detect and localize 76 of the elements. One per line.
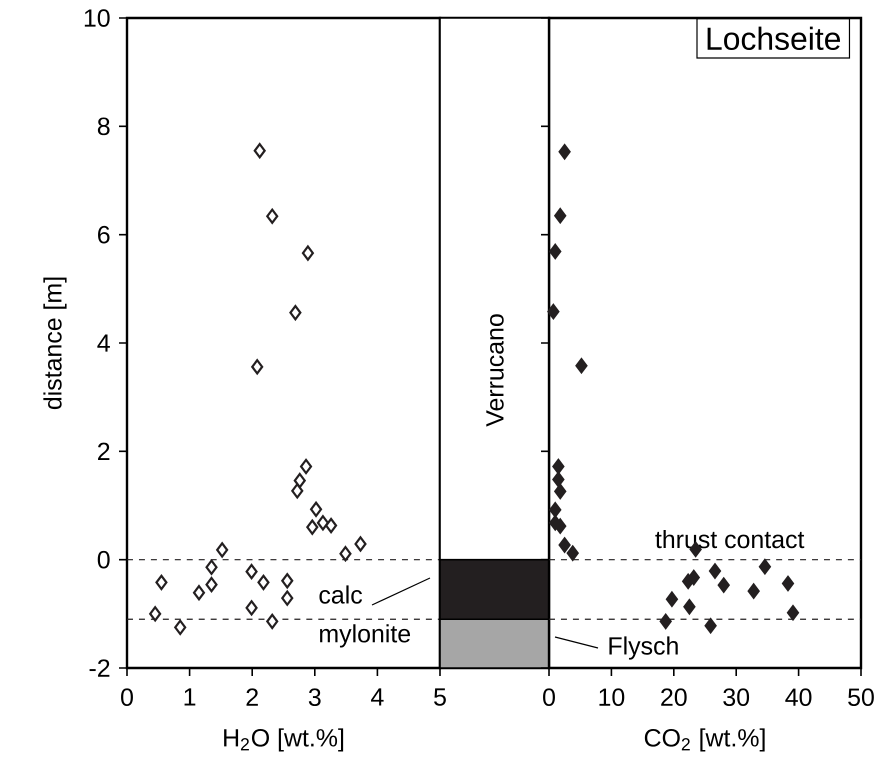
y-tick-label: 10 — [84, 9, 110, 27]
x-tick-label: 0 — [543, 688, 555, 706]
point — [552, 458, 564, 474]
x-tick-label: 50 — [848, 688, 874, 706]
point — [554, 208, 566, 224]
point — [289, 304, 302, 320]
point — [688, 570, 700, 586]
point — [339, 546, 352, 562]
point — [683, 599, 696, 614]
x-tick-label: 5 — [434, 688, 446, 706]
point — [666, 592, 678, 607]
point — [281, 590, 294, 606]
point — [660, 614, 672, 630]
point — [748, 583, 760, 599]
point — [310, 502, 322, 517]
y-axis-title: distance [m] — [43, 278, 67, 410]
point — [708, 563, 722, 579]
legend-label: Flysch — [609, 636, 678, 660]
point — [758, 559, 771, 574]
point — [246, 564, 258, 580]
x-tick-label: 2 — [246, 688, 258, 706]
point — [149, 606, 162, 622]
point — [192, 585, 206, 600]
ref-line-label: thrust contact — [655, 530, 804, 548]
point — [155, 574, 168, 590]
point — [266, 614, 278, 630]
point — [251, 359, 264, 375]
y-tick-label: 4 — [97, 334, 110, 352]
point — [782, 576, 794, 592]
point — [216, 542, 228, 558]
x-tick-label: 1 — [184, 688, 196, 706]
point — [558, 144, 571, 160]
x-tick-label: 4 — [371, 688, 384, 706]
y-tick-label: 0 — [98, 550, 110, 568]
point — [174, 620, 186, 636]
point — [554, 484, 566, 500]
y-tick-label: -2 — [90, 659, 110, 677]
point — [718, 577, 730, 593]
point — [306, 519, 318, 535]
point — [547, 304, 560, 320]
point — [325, 518, 338, 534]
point — [549, 244, 562, 260]
x-tick-label: 0 — [121, 688, 133, 706]
x-tick-label: 20 — [661, 688, 687, 706]
series-label: calc mylonite — [319, 585, 410, 648]
point — [281, 573, 294, 588]
x-tick-label: 10 — [599, 688, 624, 706]
point — [254, 143, 266, 158]
x-axis-title: CO$_{2}$ [wt.%] — [644, 728, 765, 752]
x-axis-title: H$_{2}$O [wt.%] — [224, 728, 344, 752]
x-tick-label: 3 — [308, 688, 321, 706]
point — [300, 458, 312, 474]
series-label: Verrucano — [486, 314, 504, 427]
y-tick-label: 6 — [98, 226, 110, 244]
point — [566, 545, 579, 561]
point — [354, 536, 367, 552]
point — [575, 358, 588, 374]
point — [294, 472, 306, 488]
point — [205, 560, 218, 575]
point — [558, 537, 571, 553]
x-tick-label: 30 — [723, 688, 750, 706]
point — [302, 245, 314, 261]
point — [552, 472, 564, 488]
chart-title: Lochseite — [708, 26, 840, 50]
point — [316, 515, 329, 531]
point — [257, 574, 270, 590]
point — [246, 600, 258, 616]
point — [291, 483, 304, 499]
y-tick-label: 8 — [98, 118, 110, 136]
point — [549, 502, 562, 518]
y-tick-label: 2 — [98, 442, 110, 460]
x-tick-label: 40 — [785, 688, 812, 706]
point — [205, 576, 218, 592]
point — [786, 605, 800, 620]
point — [704, 618, 717, 634]
point — [266, 208, 278, 224]
